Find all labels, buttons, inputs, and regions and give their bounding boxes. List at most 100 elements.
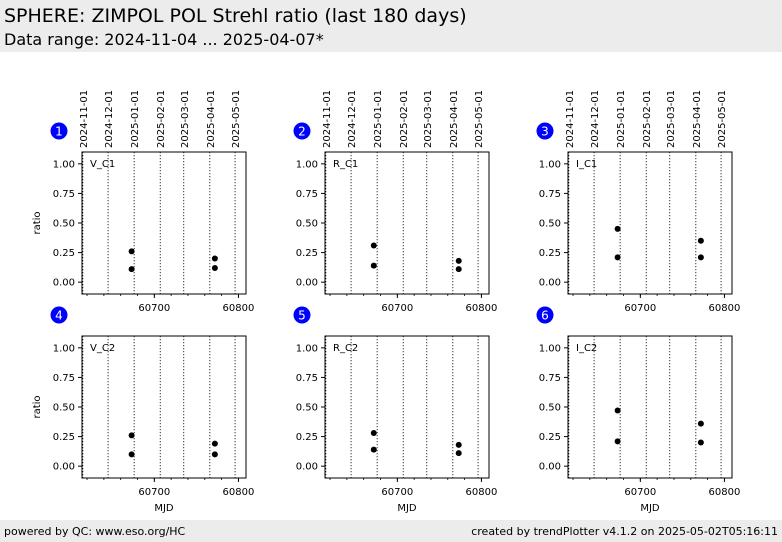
date-tick-label: 2025-05-01 (474, 90, 485, 148)
y-tick-label: 0.50 (296, 219, 318, 230)
date-tick-label: 2025-01-01 (130, 90, 141, 148)
x-tick-label: 60700 (138, 303, 170, 314)
date-tick-label: 2025-03-01 (666, 90, 677, 148)
x-tick-label: 60800 (223, 303, 255, 314)
data-point (211, 264, 218, 271)
footer-banner: powered by QC: www.eso.org/HC created by… (0, 520, 782, 542)
y-tick-label: 0.00 (539, 462, 561, 473)
plot-frame (324, 151, 490, 295)
data-point (211, 255, 218, 262)
x-tick-label: 60700 (381, 303, 413, 314)
date-tick-label: 2024-12-01 (347, 90, 358, 148)
data-point (697, 420, 704, 427)
y-tick-label: 0.75 (296, 189, 318, 200)
chart-panel-5: 0.00 0.25 0.50 0.75 1.00 60700 60800 R_C2 MJD 5 (293, 306, 498, 514)
page-title: SPHERE: ZIMPOL POL Strehl ratio (last 18… (4, 5, 467, 27)
panel-label: R_C2 (333, 343, 358, 354)
date-tick-label: 2024-11-01 (322, 90, 333, 148)
y-tick-label: 1.00 (539, 159, 561, 170)
panel-number: 1 (55, 125, 63, 139)
data-point (614, 407, 621, 414)
plot-frame (81, 335, 247, 479)
y-tick-label: 1.00 (539, 343, 561, 354)
panel-number-badge (293, 306, 311, 324)
header-banner: SPHERE: ZIMPOL POL Strehl ratio (last 18… (0, 0, 782, 52)
data-point (370, 242, 377, 249)
y-tick-label: 0.25 (539, 432, 561, 443)
x-axis-title: MJD (397, 503, 417, 514)
data-point (455, 450, 462, 457)
y-tick-label: 0.25 (296, 432, 318, 443)
date-tick-label: 2025-02-01 (156, 90, 167, 148)
plot-frame (567, 335, 733, 479)
chart-panel-6: 0.00 0.25 0.50 0.75 1.00 60700 60800 I_C2 MJD 6 (536, 306, 741, 514)
panel-number: 2 (298, 125, 306, 139)
y-tick-label: 0.25 (296, 248, 318, 259)
x-tick-label: 60800 (709, 487, 741, 498)
data-point (697, 254, 704, 261)
y-tick-label: 1.00 (53, 343, 75, 354)
y-tick-label: 0.00 (53, 462, 75, 473)
panel-label: V_C2 (90, 343, 115, 354)
data-point (614, 438, 621, 445)
y-tick-label: 0.25 (53, 248, 75, 259)
date-tick-label: 2025-04-01 (206, 90, 217, 148)
date-tick-label: 2025-05-01 (231, 90, 242, 148)
date-tick-label: 2025-02-01 (399, 90, 410, 148)
y-tick-label: 1.00 (296, 159, 318, 170)
y-tick-label: 1.00 (53, 159, 75, 170)
x-tick-label: 60800 (223, 487, 255, 498)
y-tick-label: 0.50 (53, 403, 75, 414)
data-point (370, 262, 377, 269)
x-tick-label: 60700 (624, 303, 656, 314)
x-tick-label: 60700 (624, 487, 656, 498)
y-tick-label: 0.75 (296, 373, 318, 384)
panel-label: V_C1 (90, 159, 115, 170)
panel-number-badge (536, 306, 554, 324)
panel-label: R_C1 (333, 159, 358, 170)
footer-credit: powered by QC: www.eso.org/HC (4, 525, 186, 538)
y-tick-label: 0.00 (296, 278, 318, 289)
y-tick-label: 0.75 (53, 373, 75, 384)
panel-label: I_C2 (576, 343, 597, 354)
date-tick-label: 2024-11-01 (79, 90, 90, 148)
y-tick-label: 1.00 (296, 343, 318, 354)
y-tick-label: 0.00 (539, 278, 561, 289)
panel-number-badge (50, 306, 68, 324)
x-tick-label: 60800 (466, 303, 498, 314)
data-point (455, 266, 462, 273)
panel-number: 4 (55, 309, 63, 323)
data-point (697, 439, 704, 446)
data-point (370, 446, 377, 453)
panel-number-badge (536, 122, 554, 140)
page-subtitle: Data range: 2024-11-04 ... 2025-04-07* (4, 30, 324, 49)
plot-frame (324, 335, 490, 479)
chart-panel-2: 0.00 0.25 0.50 0.75 1.00 60700 60800 2024-11-01… (293, 90, 498, 314)
data-point (211, 440, 218, 447)
panel-number-badge (293, 122, 311, 140)
y-tick-label: 0.75 (539, 189, 561, 200)
data-point (128, 451, 135, 458)
date-tick-label: 2025-03-01 (180, 90, 191, 148)
date-tick-label: 2025-01-01 (616, 90, 627, 148)
y-tick-label: 0.75 (539, 373, 561, 384)
x-tick-label: 60800 (466, 487, 498, 498)
y-tick-label: 0.50 (53, 219, 75, 230)
y-tick-label: 0.00 (296, 462, 318, 473)
x-tick-label: 60800 (709, 303, 741, 314)
plot-frame (81, 151, 247, 295)
chart-panel-3: 0.00 0.25 0.50 0.75 1.00 60700 60800 2024-11-01… (536, 90, 741, 314)
data-point (211, 451, 218, 458)
date-tick-label: 2025-03-01 (423, 90, 434, 148)
y-axis-title: ratio (32, 395, 43, 418)
date-tick-label: 2024-12-01 (590, 90, 601, 148)
data-point (128, 248, 135, 255)
date-tick-label: 2024-11-01 (565, 90, 576, 148)
x-tick-label: 60700 (381, 487, 413, 498)
date-tick-label: 2024-12-01 (104, 90, 115, 148)
data-point (614, 225, 621, 232)
y-tick-label: 0.25 (539, 248, 561, 259)
data-point (614, 254, 621, 261)
footer-generator: created by trendPlotter v4.1.2 on 2025-0… (471, 525, 778, 538)
